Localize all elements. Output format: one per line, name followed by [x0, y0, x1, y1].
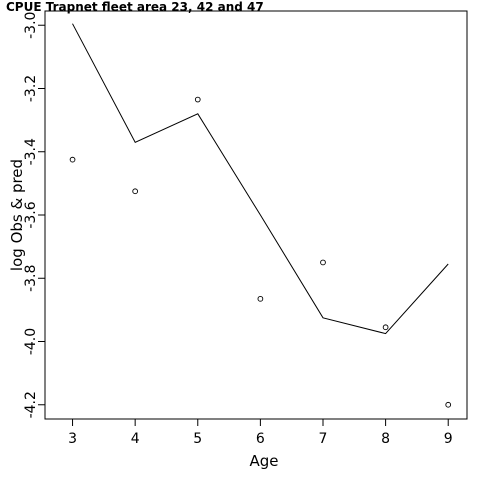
x-tick-label: 3 — [68, 431, 77, 447]
x-tick-label: 5 — [193, 431, 202, 447]
x-tick-label: 9 — [444, 431, 453, 447]
y-tick-label: -3.0 — [23, 12, 39, 39]
y-tick-label: -3.8 — [23, 265, 39, 292]
observed-point — [320, 259, 326, 266]
y-tick-label: -3.2 — [23, 75, 39, 102]
x-tick-label: 8 — [381, 431, 390, 447]
x-tick-label: 6 — [256, 431, 265, 447]
y-tick-label: -3.4 — [23, 138, 39, 165]
x-axis: 3 4 5 6 7 8 9 — [68, 419, 453, 447]
observed-point — [257, 295, 264, 302]
y-axis-label: log Obs & pred — [8, 159, 26, 271]
x-tick-label: 7 — [319, 431, 328, 447]
x-axis-label: Age — [249, 452, 278, 470]
plot-frame — [44, 10, 468, 420]
y-tick-label: -3.6 — [23, 201, 39, 228]
observed-point — [382, 324, 389, 331]
y-axis: -3.0 -3.2 -3.4 -3.6 -3.8 -4.0 -4.2 — [23, 12, 45, 418]
y-tick-label: -4.2 — [23, 391, 39, 418]
y-tick-label: -4.0 — [23, 328, 39, 355]
observed-point — [445, 401, 452, 408]
predicted-line — [72, 23, 449, 335]
observed-point — [69, 156, 76, 163]
series-layer — [69, 23, 452, 408]
observed-point — [194, 96, 201, 103]
observed-point — [132, 188, 139, 195]
x-tick-label: 4 — [131, 431, 140, 447]
